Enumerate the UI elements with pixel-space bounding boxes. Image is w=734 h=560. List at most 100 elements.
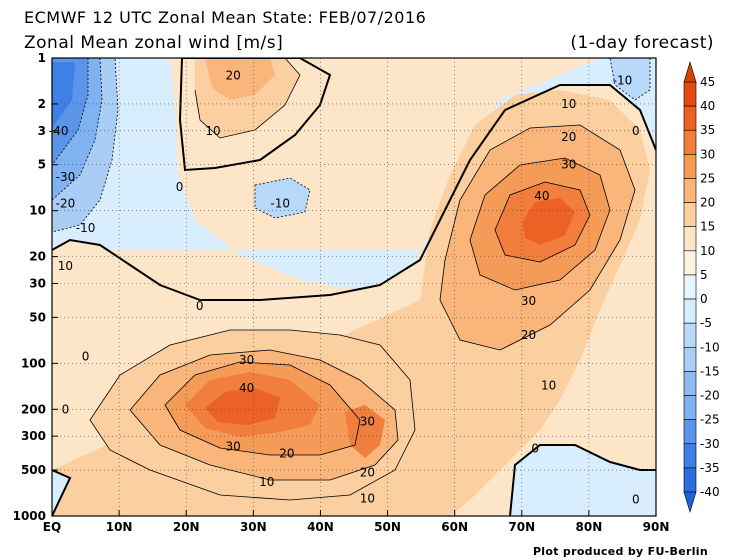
contour-label: 0 — [531, 441, 539, 455]
contour-label: 0 — [82, 349, 90, 363]
contour-label: -10 — [270, 197, 290, 211]
colorbar-label: 20 — [700, 196, 715, 210]
y-tick-label: 200 — [21, 402, 46, 416]
grid-lines — [52, 58, 656, 516]
contour-label: 30 — [561, 158, 576, 172]
contour-label: 0 — [632, 493, 640, 507]
colorbar-label: 30 — [700, 147, 715, 161]
contour-labels: 20100-40-30-20-10-10100-1010020304030201… — [49, 68, 640, 507]
x-tick-label: 80N — [576, 520, 603, 534]
colorbar-label: -10 — [700, 340, 720, 354]
colorbar-label: -5 — [700, 316, 712, 330]
chart-title-line2: Zonal Mean zonal wind [m/s] — [24, 33, 284, 53]
contour-label: -10 — [613, 73, 633, 87]
plot-area — [52, 58, 656, 516]
colorbar-cell — [683, 81, 697, 107]
colorbar-label: 10 — [700, 244, 715, 258]
credit-text: Plot produced by FU-Berlin — [532, 545, 708, 558]
colorbar-cell — [683, 250, 697, 276]
contour-label: 20 — [561, 130, 576, 144]
colorbar-cell — [683, 419, 697, 445]
colorbar-label: 35 — [700, 123, 715, 137]
colorbar-cell — [683, 178, 697, 203]
x-tick-label: 40N — [307, 520, 334, 534]
x-tick-label: 20N — [173, 520, 200, 534]
colorbar-label: -30 — [700, 437, 720, 451]
y-tick-label: 20 — [29, 250, 46, 264]
y-tick-label: 500 — [21, 463, 46, 477]
x-tick-label: 60N — [441, 520, 468, 534]
contour-label: -20 — [56, 197, 76, 211]
colorbar-cell — [683, 443, 697, 469]
neg-patch-mid — [255, 178, 310, 218]
contour-label: 20 — [279, 447, 294, 461]
y-tick-label: 2 — [38, 97, 46, 111]
y-tick-label: 5 — [38, 158, 46, 172]
contour-label: -30 — [56, 170, 76, 184]
contour-label: 20 — [521, 328, 536, 342]
colorbar-bottom-arrow — [683, 491, 697, 514]
x-tick-label: 10N — [106, 520, 133, 534]
contour-label: 0 — [176, 180, 184, 194]
contour-label: 20 — [360, 466, 375, 480]
y-tick-label: 1 — [38, 51, 46, 65]
colorbar-cell — [683, 154, 697, 179]
colorbar-cell — [683, 346, 697, 372]
contour-label: 0 — [62, 402, 70, 416]
x-tick-label: 70N — [508, 520, 535, 534]
contour-label: 10 — [360, 492, 375, 506]
x-tick-label: 90N — [643, 520, 670, 534]
colorbar-label: 40 — [700, 99, 715, 113]
colorbar: 45 40 35 30 25 20 15 10 5 0 -5 -10 -15 -20 -25 -30 -35 -4… — [683, 60, 720, 514]
x-tick-label: EQ — [43, 520, 61, 534]
colorbar-cell — [683, 226, 697, 252]
x-tick-label: 50N — [374, 520, 401, 534]
colorbar-cell — [683, 202, 697, 228]
colorbar-label: -20 — [700, 389, 720, 403]
contour-label: 10 — [259, 475, 274, 489]
contour-label: 40 — [239, 381, 254, 395]
y-tick-label: 100 — [21, 356, 46, 370]
colorbar-label: 0 — [700, 292, 708, 306]
warm-upper-3 — [205, 58, 275, 100]
neg-patch-polar — [610, 58, 650, 100]
surface-polar — [510, 445, 656, 516]
contour-label: 0 — [632, 124, 640, 138]
colorbar-cell — [683, 371, 697, 396]
colorbar-cell — [683, 129, 697, 155]
stj-5 — [205, 388, 280, 425]
y-tick-label: 50 — [29, 310, 46, 324]
y-axis: 1 2 3 5 10 20 30 50 100 200 300 500 1000 — [13, 51, 58, 523]
contour-label: -10 — [76, 221, 96, 235]
colorbar-label: -40 — [700, 485, 720, 499]
contour-label: -40 — [49, 124, 69, 138]
contour-label: 10 — [58, 259, 73, 273]
contour-lines — [89, 58, 636, 501]
colorbar-cell — [683, 105, 697, 131]
colorbar-label: 25 — [700, 171, 715, 185]
y-tick-label: 3 — [38, 124, 46, 138]
neg-contours — [52, 58, 651, 233]
colorbar-label: 45 — [700, 75, 715, 89]
contour-label: 30 — [521, 294, 536, 308]
colorbar-cell — [683, 322, 697, 348]
contour-label: 30 — [226, 439, 241, 453]
colorbar-label: -25 — [700, 413, 720, 427]
colorbar-cell — [683, 395, 697, 420]
y-tick-label: 300 — [21, 429, 46, 443]
colorbar-label: 15 — [700, 220, 715, 234]
forecast-note: (1-day forecast) — [570, 33, 714, 53]
colorbar-cell — [683, 467, 697, 493]
y-tick-label: 30 — [29, 277, 46, 291]
colorbar-cell — [683, 274, 697, 300]
colorbar-label: -35 — [700, 461, 720, 475]
neg-deep-4 — [52, 62, 75, 128]
contour-label: 10 — [541, 379, 556, 393]
contour-label: 30 — [360, 414, 375, 428]
chart-title-line1: ECMWF 12 UTC Zonal Mean State: FEB/07/20… — [24, 8, 427, 27]
colorbar-label: -15 — [700, 364, 720, 378]
contour-label: 10 — [205, 124, 220, 138]
contour-label: 10 — [561, 97, 576, 111]
contour-label: 30 — [239, 353, 254, 367]
x-tick-label: 30N — [240, 520, 267, 534]
